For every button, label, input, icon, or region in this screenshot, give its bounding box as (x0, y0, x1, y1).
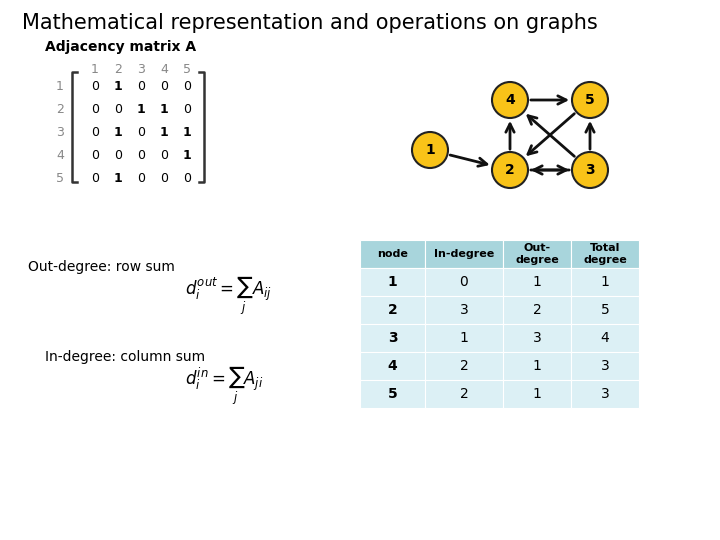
Text: In-degree: In-degree (434, 249, 494, 259)
Bar (360, 380, 425, 408)
Bar (503, 380, 571, 408)
Text: $d_i^{in} = \sum_j A_{ji}$: $d_i^{in} = \sum_j A_{ji}$ (185, 365, 264, 408)
Bar (360, 324, 425, 352)
Bar (425, 268, 503, 296)
Bar (571, 380, 639, 408)
Text: 0: 0 (183, 103, 191, 116)
Text: 2: 2 (56, 103, 64, 116)
Circle shape (492, 82, 528, 118)
Text: 1: 1 (91, 63, 99, 76)
Text: 1: 1 (183, 149, 192, 162)
Text: 2: 2 (505, 163, 515, 177)
Text: Total
degree: Total degree (583, 243, 627, 265)
Bar (360, 296, 425, 324)
Text: 0: 0 (91, 149, 99, 162)
Text: 3: 3 (56, 126, 64, 139)
Text: 2: 2 (459, 359, 469, 373)
Text: 1: 1 (533, 275, 541, 289)
Text: 1: 1 (459, 331, 469, 345)
Text: 0: 0 (91, 172, 99, 185)
Text: 0: 0 (160, 172, 168, 185)
Text: 4: 4 (56, 149, 64, 162)
Text: 1: 1 (600, 275, 609, 289)
Bar (571, 324, 639, 352)
Text: 5: 5 (183, 63, 191, 76)
Text: 0: 0 (183, 80, 191, 93)
Text: 1: 1 (387, 275, 397, 289)
Text: 0: 0 (114, 103, 122, 116)
Circle shape (572, 152, 608, 188)
Text: 5: 5 (56, 172, 64, 185)
Text: 1: 1 (56, 80, 64, 93)
Bar (425, 352, 503, 380)
Text: 0: 0 (137, 149, 145, 162)
Text: 4: 4 (505, 93, 515, 107)
Text: $d_i^{out} = \sum_j A_{ij}$: $d_i^{out} = \sum_j A_{ij}$ (185, 275, 272, 318)
Text: 0: 0 (137, 126, 145, 139)
Text: 0: 0 (459, 275, 469, 289)
Text: 5: 5 (600, 303, 609, 317)
Text: 5: 5 (585, 93, 595, 107)
Text: 3: 3 (137, 63, 145, 76)
Bar (360, 268, 425, 296)
Text: 3: 3 (600, 359, 609, 373)
Text: 0: 0 (91, 80, 99, 93)
Text: 1: 1 (114, 126, 122, 139)
Text: 1: 1 (183, 126, 192, 139)
Text: 2: 2 (387, 303, 397, 317)
Text: 4: 4 (160, 63, 168, 76)
Text: 2: 2 (533, 303, 541, 317)
Text: 1: 1 (533, 387, 541, 401)
Bar (360, 352, 425, 380)
Text: 3: 3 (600, 387, 609, 401)
Text: 1: 1 (114, 172, 122, 185)
Text: Mathematical representation and operations on graphs: Mathematical representation and operatio… (22, 13, 598, 33)
Text: 0: 0 (160, 80, 168, 93)
Bar (571, 352, 639, 380)
Bar (425, 240, 503, 268)
Bar (360, 240, 425, 268)
Bar (571, 268, 639, 296)
Text: 0: 0 (91, 103, 99, 116)
Bar (425, 324, 503, 352)
Text: Adjacency matrix A: Adjacency matrix A (45, 40, 196, 54)
Text: 0: 0 (137, 172, 145, 185)
Text: 5: 5 (387, 387, 397, 401)
Circle shape (412, 132, 448, 168)
Text: 1: 1 (160, 103, 168, 116)
Text: 0: 0 (91, 126, 99, 139)
Text: 0: 0 (183, 172, 191, 185)
Bar (503, 296, 571, 324)
Bar (503, 240, 571, 268)
Circle shape (492, 152, 528, 188)
Text: Out-
degree: Out- degree (515, 243, 559, 265)
Text: 1: 1 (533, 359, 541, 373)
Text: 0: 0 (114, 149, 122, 162)
Text: node: node (377, 249, 408, 259)
Text: 2: 2 (459, 387, 469, 401)
Bar (571, 296, 639, 324)
Bar (425, 296, 503, 324)
Text: 4: 4 (387, 359, 397, 373)
Text: 1: 1 (137, 103, 145, 116)
Bar (425, 380, 503, 408)
Bar (503, 352, 571, 380)
Text: 2: 2 (114, 63, 122, 76)
Text: 4: 4 (600, 331, 609, 345)
Bar (571, 240, 639, 268)
Text: 1: 1 (114, 80, 122, 93)
Text: 3: 3 (585, 163, 595, 177)
Text: 0: 0 (160, 149, 168, 162)
Text: 0: 0 (137, 80, 145, 93)
Text: In-degree: column sum: In-degree: column sum (45, 350, 205, 364)
Text: 3: 3 (533, 331, 541, 345)
Text: 1: 1 (160, 126, 168, 139)
Text: 3: 3 (387, 331, 397, 345)
Text: Out-degree: row sum: Out-degree: row sum (28, 260, 175, 274)
Circle shape (572, 82, 608, 118)
Text: 3: 3 (459, 303, 469, 317)
Text: 1: 1 (425, 143, 435, 157)
Bar (503, 268, 571, 296)
Bar (503, 324, 571, 352)
